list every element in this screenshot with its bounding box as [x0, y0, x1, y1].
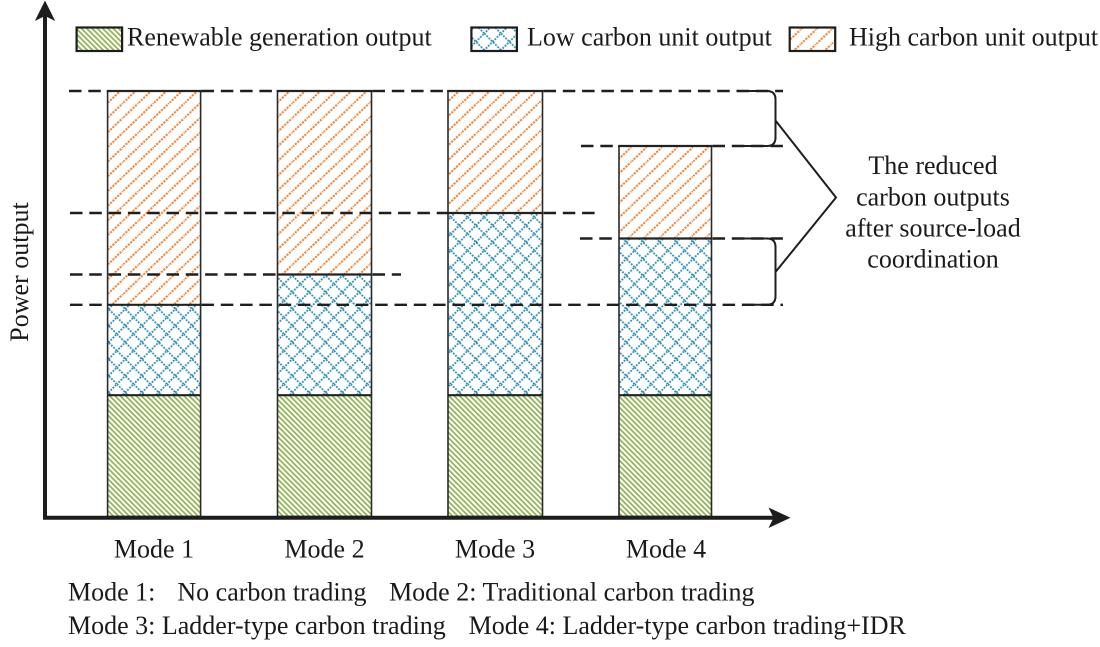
svg-text:High carbon unit output: High carbon unit output: [849, 23, 1099, 52]
svg-text:Power output: Power output: [5, 202, 34, 342]
svg-text:after source-load: after source-load: [845, 214, 1020, 243]
svg-text:Mode 3: Ladder-type carbon tra: Mode 3: Ladder-type carbon trading Mode 4…: [68, 611, 906, 640]
svg-text:Mode 3: Mode 3: [455, 535, 535, 564]
svg-text:Mode 2: Mode 2: [284, 535, 364, 564]
svg-text:Mode 4: Mode 4: [626, 535, 706, 564]
svg-text:The reduced: The reduced: [868, 151, 997, 180]
svg-text:Low carbon unit output: Low carbon unit output: [527, 23, 773, 52]
svg-text:Renewable generation output: Renewable generation output: [127, 23, 432, 52]
svg-text:coordination: coordination: [867, 245, 998, 274]
svg-text:Mode 1: Mode 1: [114, 535, 194, 564]
svg-text:carbon outputs: carbon outputs: [856, 183, 1010, 212]
